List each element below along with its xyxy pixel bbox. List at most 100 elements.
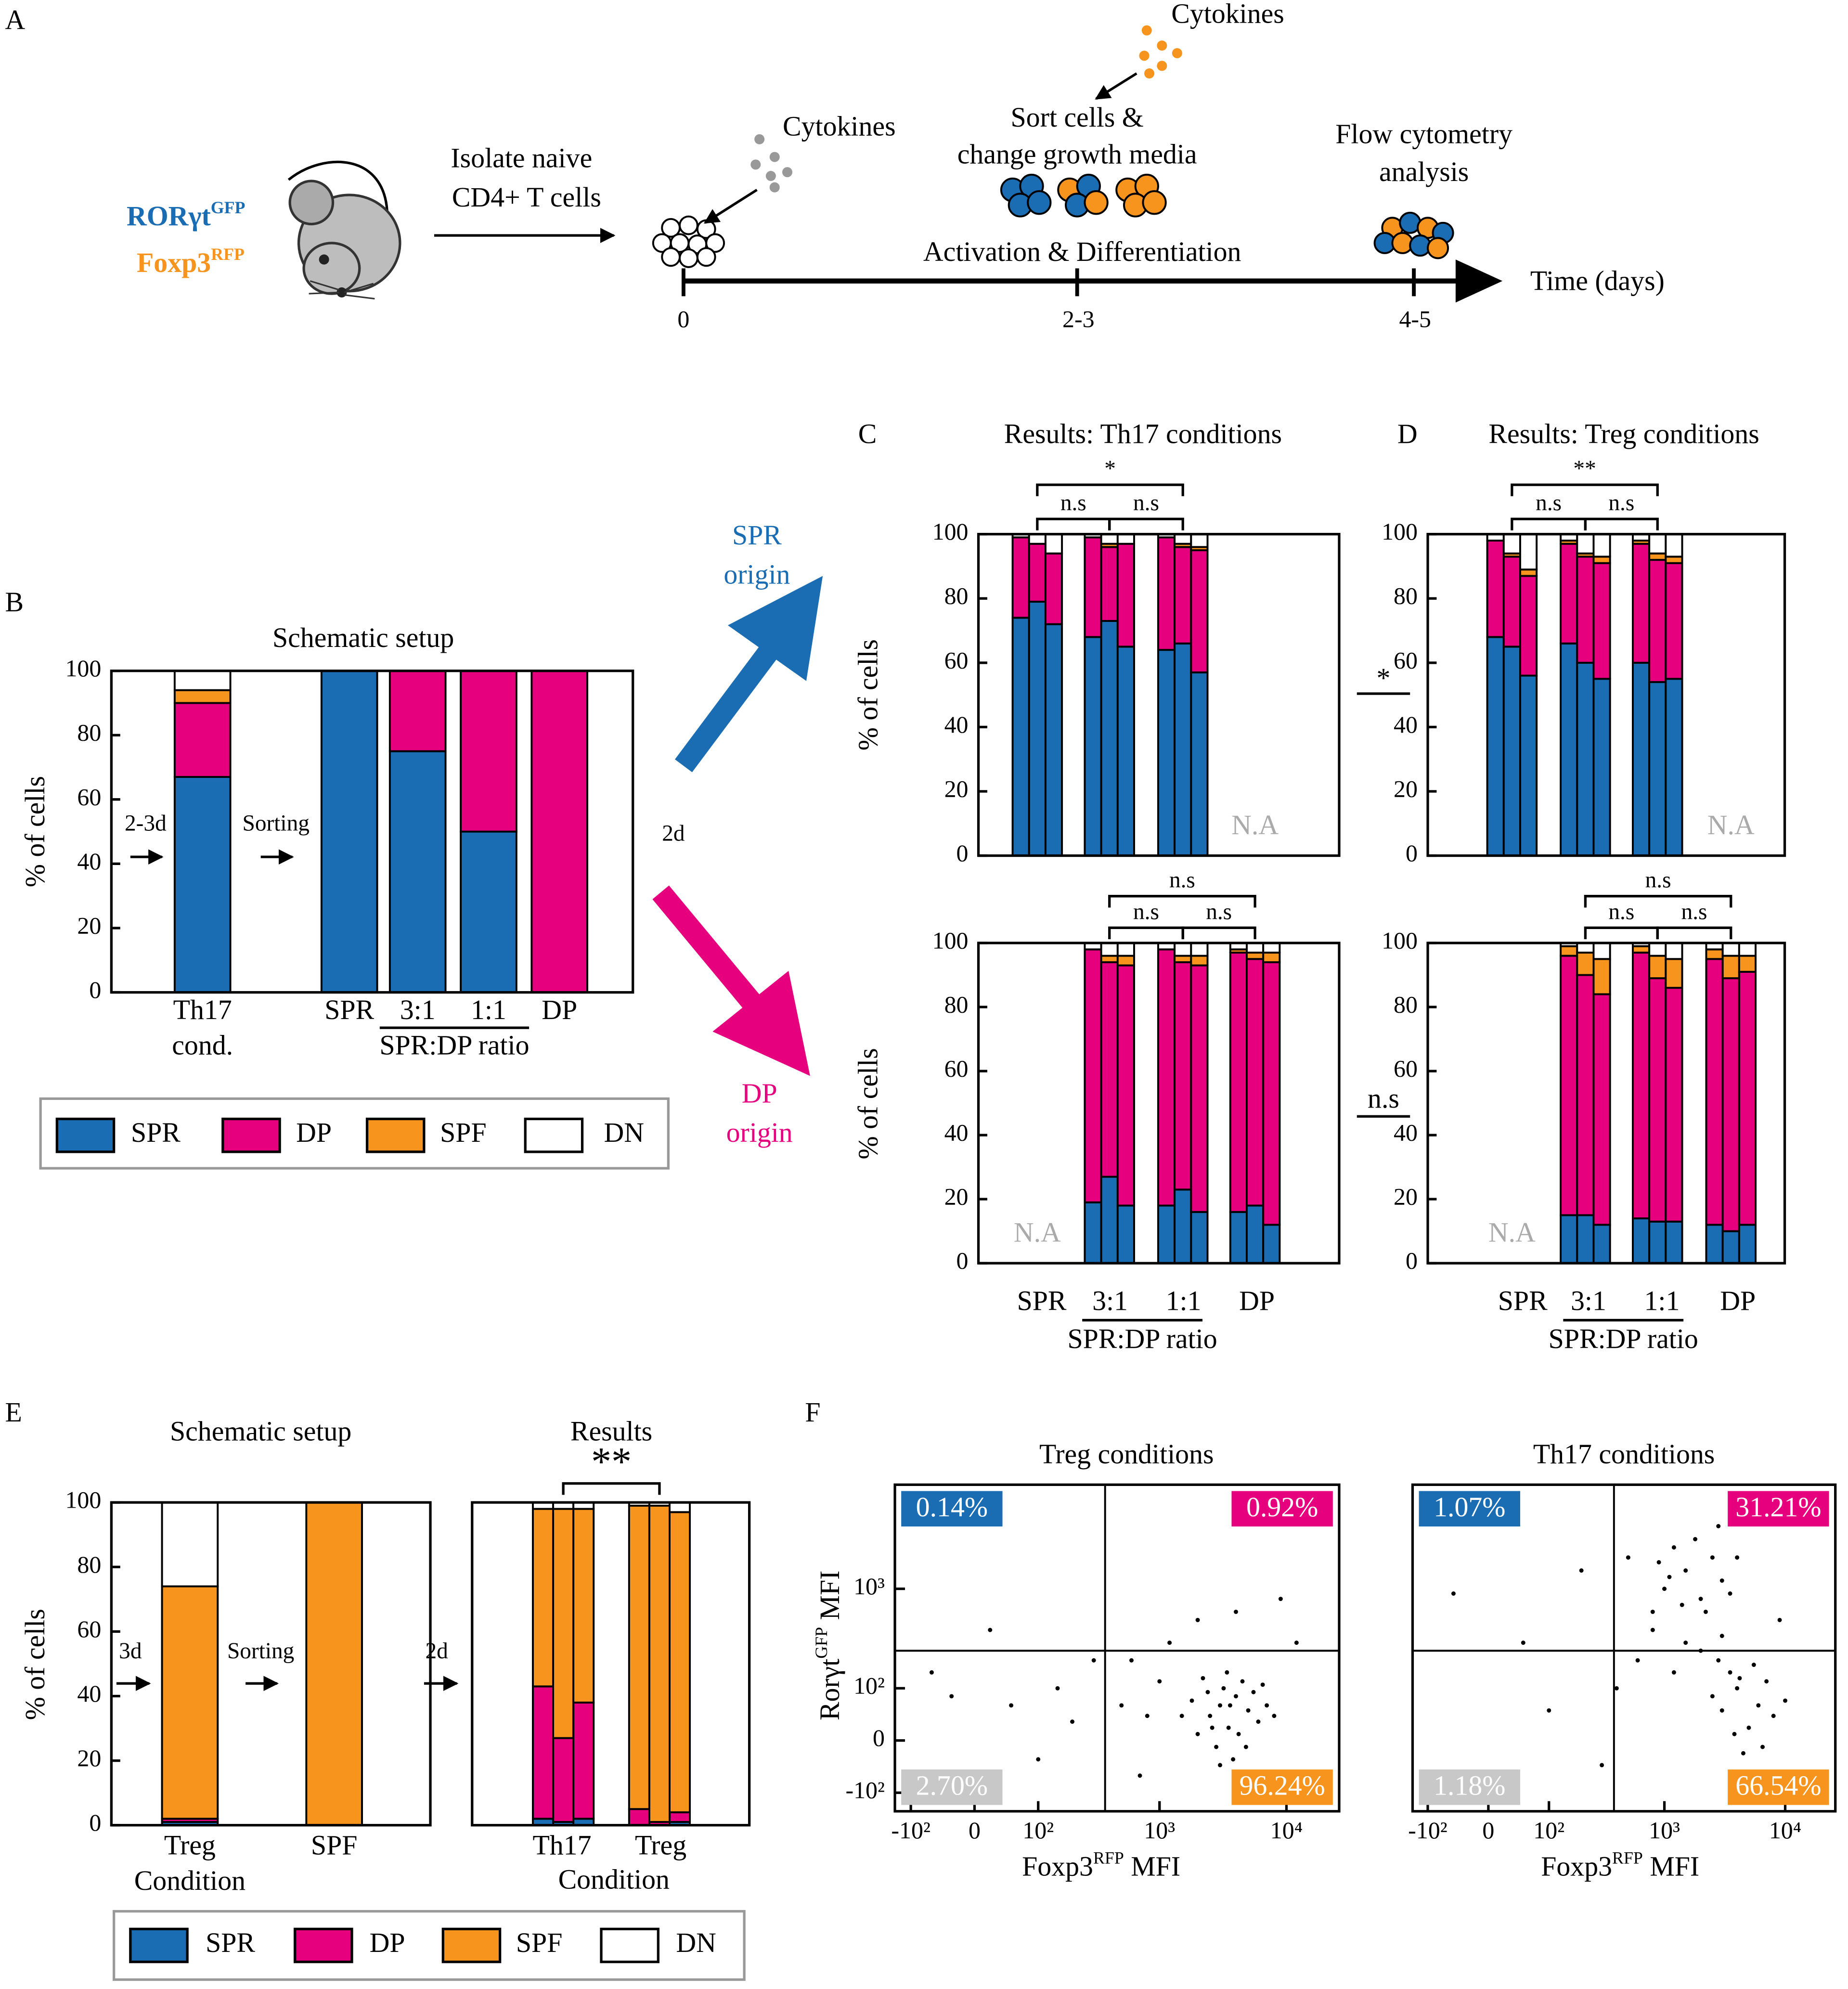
cell <box>679 215 698 235</box>
data-point <box>1228 1703 1232 1708</box>
bar-segment <box>1648 942 1667 957</box>
mouse-eye <box>319 254 329 265</box>
y-tick-label: 0 <box>1406 1247 1418 1274</box>
bar-segment <box>1174 955 1192 963</box>
data-point <box>1208 1714 1213 1718</box>
x-tick-label: 10² <box>1022 1817 1054 1844</box>
y-tick-label: 60 <box>1394 1055 1418 1082</box>
panel-label: C <box>858 418 877 449</box>
y-tick-label: 80 <box>1394 991 1418 1018</box>
mouse-label-main: RORγt <box>127 200 211 232</box>
significance-bracket <box>1108 895 1256 908</box>
data-point <box>1218 1703 1222 1708</box>
data-point <box>1671 1545 1676 1550</box>
origin-label: DP <box>742 1077 777 1109</box>
na-label: N.A <box>1488 1217 1536 1248</box>
data-point <box>1764 1679 1769 1684</box>
bar-segment <box>1174 546 1192 645</box>
data-point <box>1189 1698 1194 1703</box>
bar-segment <box>648 1504 671 1823</box>
annotation: 2-3d <box>125 811 167 836</box>
bar-segment <box>1174 942 1192 957</box>
y-tick-label: 100 <box>932 927 969 954</box>
data-point <box>1234 1609 1238 1614</box>
bar-segment <box>1157 536 1176 651</box>
y-tick-label: 60 <box>1394 646 1418 673</box>
bar-segment <box>1116 646 1135 857</box>
plot-frame <box>471 1501 751 1827</box>
y-tick-label: 80 <box>944 582 969 609</box>
x-tick-label: -10² <box>1408 1817 1447 1844</box>
bar-segment <box>1632 1217 1651 1265</box>
bar-segment <box>173 689 232 704</box>
y-tick-label: 40 <box>1394 1119 1418 1146</box>
bar-segment <box>1560 1214 1578 1265</box>
chart-title: Schematic setup <box>170 1415 351 1447</box>
data-point <box>1650 1627 1655 1632</box>
data-point <box>1234 1694 1238 1699</box>
comparison-label: * <box>1377 662 1391 694</box>
legend-label: SPF <box>440 1117 486 1148</box>
bar-segment <box>1084 536 1102 638</box>
quadrant-label: 0.14% <box>916 1491 988 1523</box>
bar-segment <box>1190 942 1209 957</box>
na-label: N.A <box>1707 809 1755 840</box>
annotation: Sorting <box>227 1639 294 1664</box>
data-point <box>1214 1744 1219 1749</box>
y-tick-label: 100 <box>65 1486 101 1513</box>
y-tick-label: 0 <box>1406 840 1418 866</box>
x-tick-label: SPF <box>311 1829 357 1860</box>
significance-label: n.s <box>1169 868 1195 893</box>
y-tick-label: 80 <box>1394 582 1418 609</box>
bar-segment <box>1665 942 1683 960</box>
y-tick-label: 10³ <box>853 1573 885 1600</box>
bar-segment <box>1665 555 1683 564</box>
legend-swatch <box>294 1927 353 1963</box>
mouse-label-main: Foxp3 <box>137 247 211 279</box>
bar-segment <box>1116 942 1135 957</box>
flow-label: analysis <box>1379 156 1469 187</box>
bar-segment <box>1157 649 1176 857</box>
bar-segment <box>669 1501 691 1513</box>
data-point <box>1009 1703 1014 1708</box>
cytokine-dots <box>750 134 793 193</box>
data-point <box>1698 1597 1703 1602</box>
bar-segment <box>1100 961 1119 1178</box>
bar-segment <box>1705 948 1724 960</box>
data-point <box>1225 1670 1229 1675</box>
significance-label: n.s <box>1060 491 1086 516</box>
data-point <box>1693 1537 1698 1541</box>
x-tick-label: SPR <box>324 994 374 1025</box>
y-tick-label: 60 <box>77 783 101 810</box>
bar-segment <box>1665 533 1683 558</box>
y-tick-label: 60 <box>944 1055 969 1082</box>
bar-segment <box>1576 555 1595 664</box>
cell <box>661 247 681 267</box>
data-point <box>1265 1703 1269 1708</box>
x-tick-label: 3:1 <box>1092 1285 1128 1317</box>
x-tick-label: -10² <box>891 1817 930 1844</box>
mouse-ear <box>288 180 335 226</box>
dp-origin-arrowhead <box>712 970 810 1076</box>
group-label: Condition <box>558 1863 670 1895</box>
bar-segment <box>628 1504 650 1810</box>
bar-segment <box>1592 533 1611 558</box>
significance-bracket <box>1108 517 1184 530</box>
bar-segment <box>1100 533 1119 545</box>
bar-segment <box>460 830 517 994</box>
data-point <box>1728 1591 1732 1596</box>
bar-segment <box>1648 977 1667 1223</box>
bar-segment <box>1116 1204 1135 1265</box>
data-point <box>1231 1757 1236 1762</box>
significance-label: n.s <box>1133 899 1159 924</box>
bar-segment <box>669 1811 691 1823</box>
y-tick-label: 60 <box>944 646 969 673</box>
na-label: N.A <box>1014 1217 1061 1248</box>
bar-segment <box>1084 1201 1102 1265</box>
significance-label: n.s <box>1608 899 1634 924</box>
data-point <box>1751 1663 1756 1667</box>
quadrant-label: 0.92% <box>1246 1491 1318 1523</box>
data-point <box>1656 1560 1661 1564</box>
bar-segment <box>460 670 517 833</box>
group-label: SPR:DP ratio <box>1067 1323 1217 1355</box>
